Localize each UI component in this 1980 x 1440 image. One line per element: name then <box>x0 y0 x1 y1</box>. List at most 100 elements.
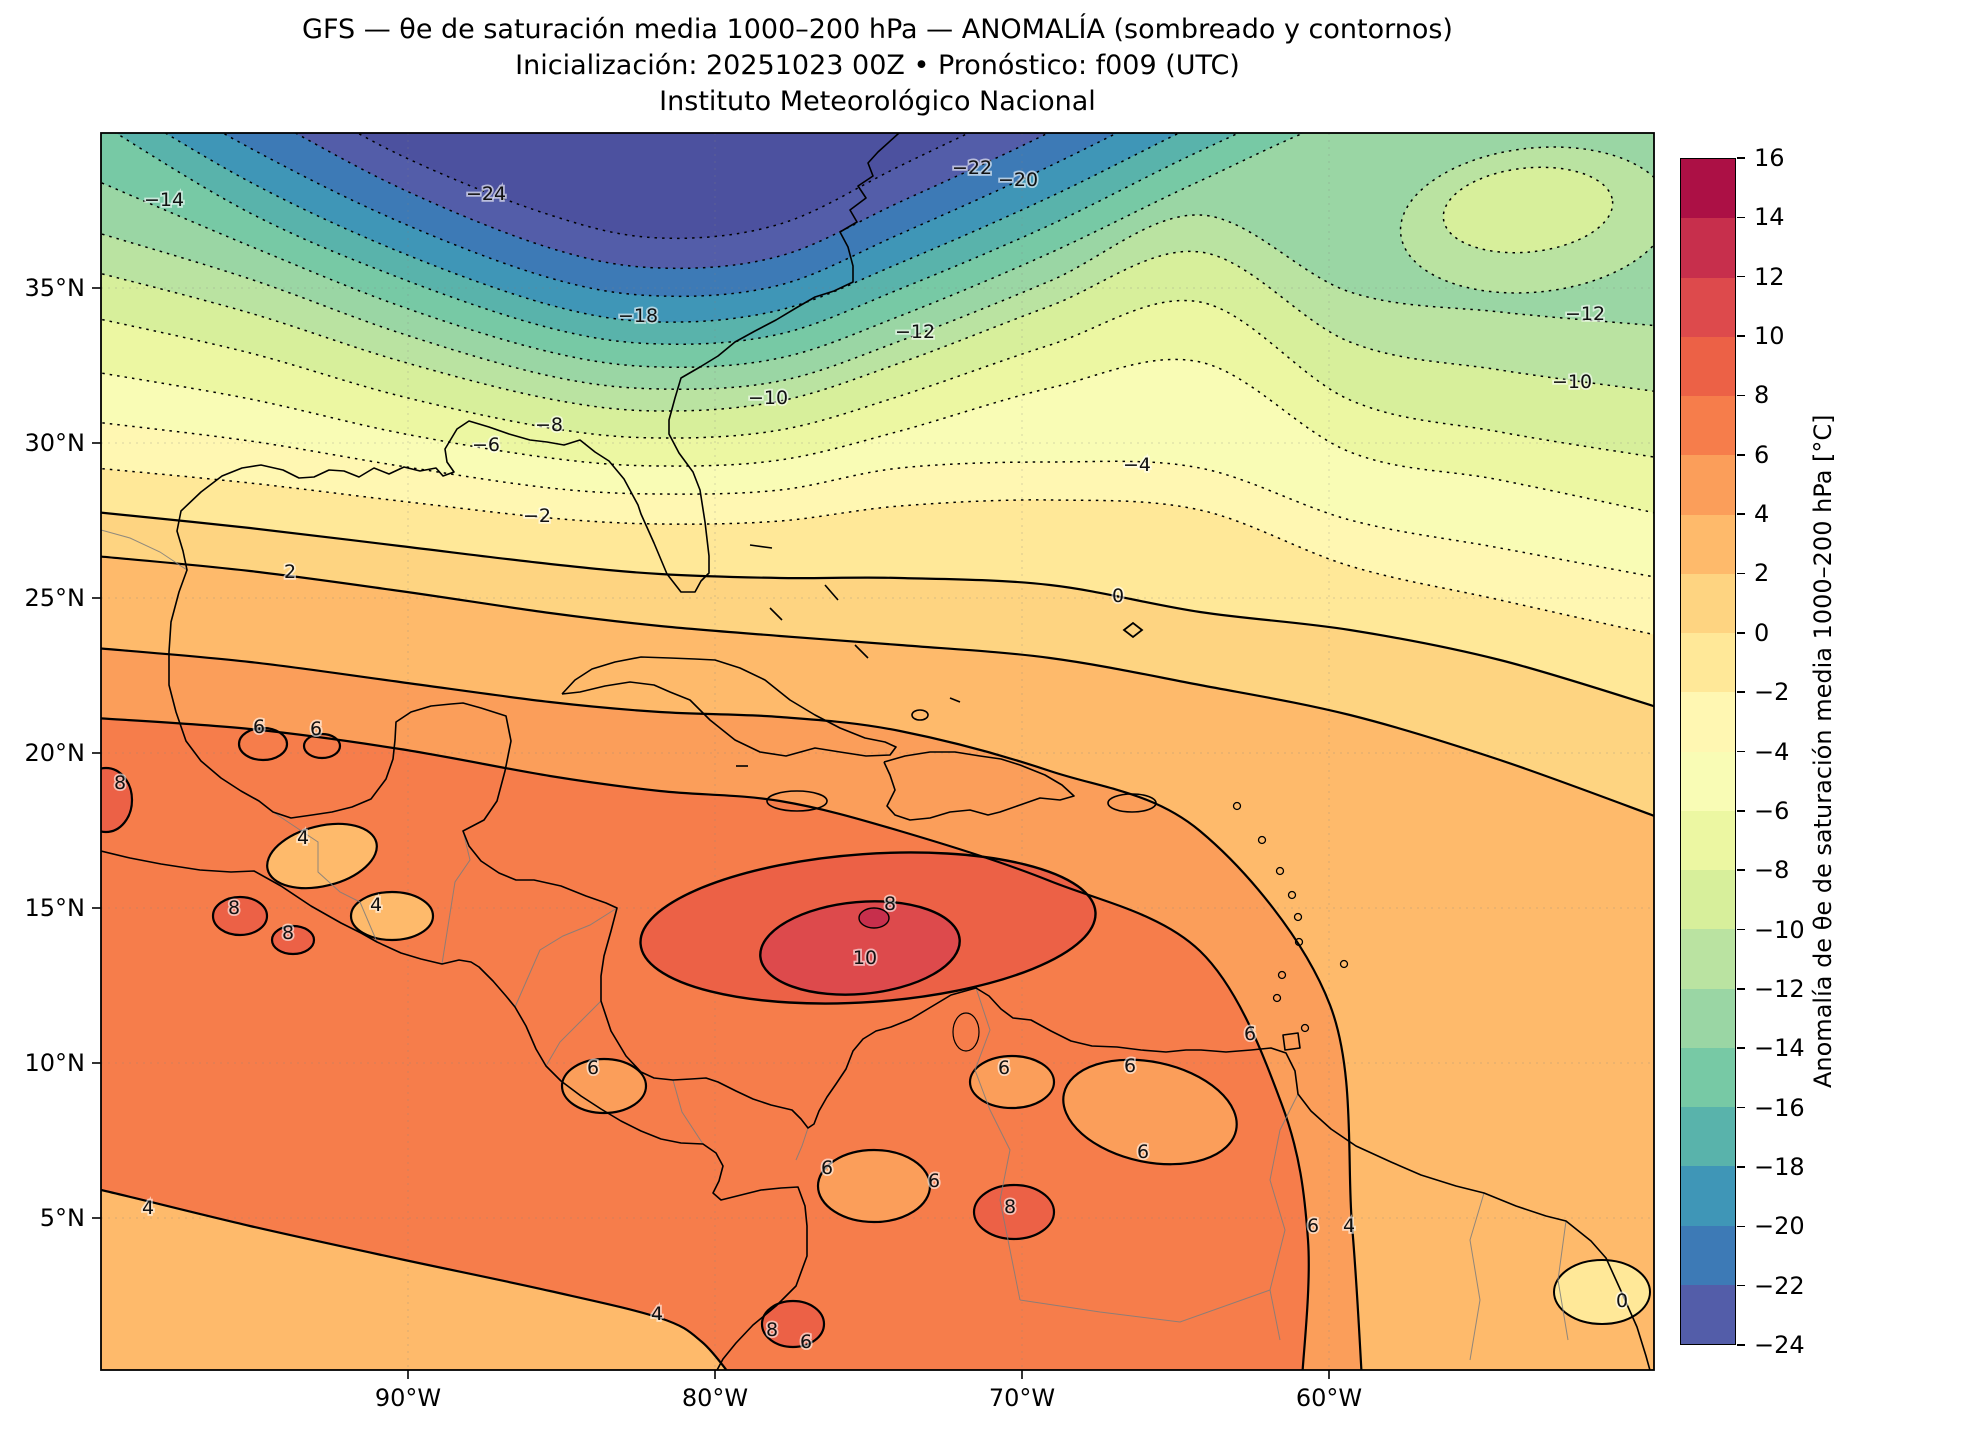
coastline-antilles-island <box>1272 993 1282 1003</box>
coastline-bahamas <box>749 544 773 549</box>
colorbar-tick <box>1737 869 1745 871</box>
coastline-hispaniola <box>883 751 1075 821</box>
axes-frame <box>100 132 1655 1371</box>
colorbar-tick-label: −14 <box>1754 1034 1805 1063</box>
title-line-3: Instituto Meteorológico Nacional <box>659 86 1096 117</box>
contour-line--6 <box>101 358 1654 514</box>
colorbar-tick <box>1737 572 1745 575</box>
lat-tick-label: 20°N <box>25 739 86 767</box>
title-block: GFS — θe de saturación media 1000–200 hP… <box>101 12 1654 120</box>
coastline-jamaica <box>766 790 828 812</box>
contour-label: −22 <box>952 157 992 179</box>
contour-label: 4 <box>370 894 382 916</box>
colorbar-cell <box>1681 1107 1735 1167</box>
coastline-antilles-island <box>1287 890 1297 900</box>
lat-tick-label: 35°N <box>25 274 86 302</box>
colorbar-tick-label: 6 <box>1754 440 1770 469</box>
coastline-puerto-rico <box>1107 793 1157 813</box>
colorbar-tick-label: 12 <box>1754 262 1785 291</box>
contour-line-4 <box>101 647 1363 1370</box>
contour-label: 6 <box>310 718 322 740</box>
colorbar-tick <box>1737 928 1745 931</box>
contour-label: −12 <box>1565 303 1605 325</box>
contour-label: −12 <box>895 321 935 343</box>
contour-line-2 <box>101 555 1654 817</box>
colorbar-label: Anomalía de θe de saturación media 1000–… <box>1809 414 1837 1089</box>
colorbar-tick-label: 10 <box>1754 322 1785 351</box>
coastline-bahamas <box>854 644 869 659</box>
contour-label: 8 <box>282 922 294 944</box>
lon-tick-label: 90°W <box>375 1384 441 1412</box>
contour-label: 6 <box>821 1157 833 1179</box>
coastline-antilles-island <box>1275 866 1285 876</box>
coastline-bahamas <box>769 607 783 621</box>
colorbar-tick-label: 16 <box>1754 144 1785 172</box>
colorbar-cell <box>1681 159 1735 219</box>
contour-label: −4 <box>1123 454 1151 476</box>
closed-contour-warm8-pacific-a <box>211 895 269 937</box>
colorbar-tick <box>1737 1047 1745 1050</box>
colorbar-cell <box>1681 1166 1735 1226</box>
contour-line--22 <box>293 133 1050 270</box>
colorbar-cell <box>1681 1284 1735 1344</box>
contour-label: 8 <box>884 893 896 915</box>
contour-label: 6 <box>998 1057 1010 1079</box>
colorbar-tick <box>1737 1166 1745 1168</box>
colorbar-cell <box>1681 573 1735 633</box>
coastline-inagua <box>911 709 929 721</box>
colorbar-tick <box>1737 275 1745 278</box>
axis-labels: 35°N 30°N 25°N 20°N 15°N 10°N 5°N 90°W 80°W 70°W 6… <box>25 274 1363 1412</box>
colorbar-cell <box>1681 810 1735 870</box>
coastline-antilles-island <box>1300 1023 1310 1033</box>
closed-contour-pocket4-yucatan <box>349 890 435 942</box>
closed-contour-warm12-spot <box>858 907 890 929</box>
colorbar-tick-label: 2 <box>1754 559 1770 588</box>
closed-contour-warm10-caribbean <box>759 900 961 996</box>
lat-tick-label: 25°N <box>25 584 86 612</box>
lake-maracaibo <box>952 1012 980 1052</box>
colorbar-cell <box>1681 1225 1735 1285</box>
contour-label: 8 <box>1004 1196 1016 1218</box>
colorbar-tick-label: 0 <box>1754 618 1770 647</box>
colorbar-tick <box>1737 1225 1745 1228</box>
contour-line--2 <box>101 467 1654 636</box>
contour-label: 6 <box>1307 1215 1319 1237</box>
contour-label: 10 <box>853 947 877 969</box>
lat-tick-label: 10°N <box>25 1049 86 1077</box>
colorbar-tick-label: −24 <box>1754 1331 1805 1359</box>
coastline-cuba <box>561 656 897 757</box>
colorbar-cell <box>1681 751 1735 811</box>
closed-contour-warm8-pacific-b <box>270 924 316 956</box>
contour-label: −10 <box>748 387 788 409</box>
colorbar-cell <box>1681 336 1735 396</box>
colorbar-tick-label: −18 <box>1754 1152 1805 1181</box>
colorbar-tick <box>1737 1106 1745 1109</box>
contour-label: −20 <box>998 169 1038 191</box>
contour-label: 6 <box>1244 1023 1256 1045</box>
contour-label: −24 <box>466 183 506 205</box>
closed-contour-warm8-left-edge <box>101 766 134 834</box>
contour-label: −2 <box>523 505 551 527</box>
lat-tick-label: 15°N <box>25 894 86 922</box>
colorbar-tick <box>1737 453 1745 456</box>
colorbar-tick <box>1737 1344 1745 1346</box>
colorbar-cell <box>1681 1047 1735 1107</box>
contour-label: 6 <box>928 1170 940 1192</box>
contour-label: 6 <box>587 1057 599 1079</box>
contour-label: 8 <box>766 1319 778 1341</box>
closed-contour-pocket6-pacific <box>560 1057 648 1115</box>
contour-label: 6 <box>1124 1055 1136 1077</box>
title-line-2: Inicialización: 20251023 00Z • Pronóstic… <box>515 50 1240 81</box>
country-borders <box>101 529 1569 1361</box>
contour-label: −6 <box>472 434 500 456</box>
colorbar-tick-label: −12 <box>1754 974 1805 1003</box>
colorbar-cell <box>1681 929 1735 989</box>
coastline-mainland <box>168 133 1651 1370</box>
colorbar-cell <box>1681 870 1735 930</box>
contour-label: −14 <box>144 189 184 211</box>
colorbar-tick-label: 4 <box>1754 500 1770 529</box>
coastline-bahamas <box>949 697 961 703</box>
axis-ticks <box>92 287 1330 1379</box>
colorbar-tick-label: −16 <box>1754 1093 1805 1122</box>
